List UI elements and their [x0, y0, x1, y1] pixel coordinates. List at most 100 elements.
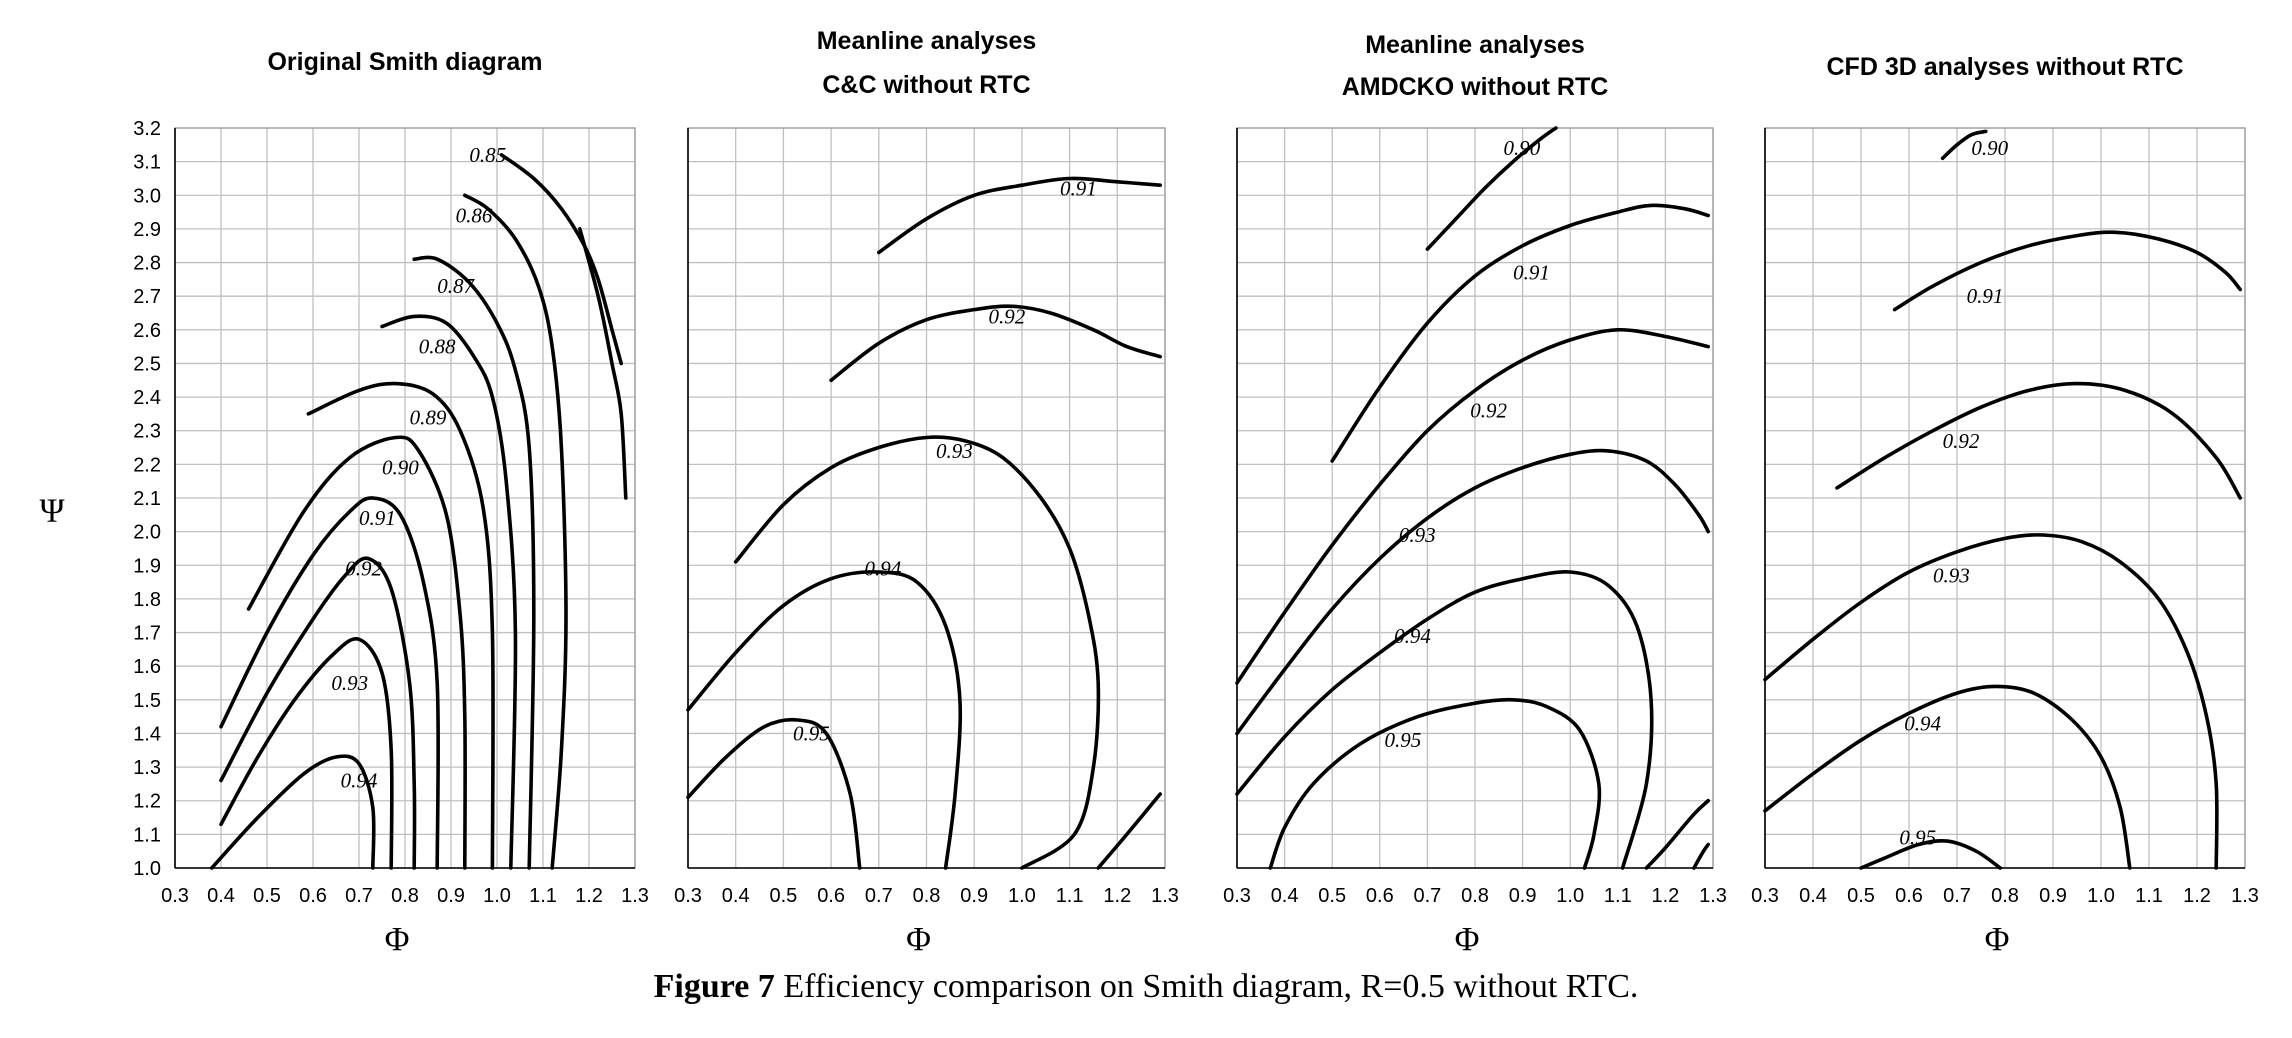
y-tick-label: 1.2: [133, 791, 161, 813]
x-tick-label: 0.5: [253, 885, 281, 907]
contour-line: [1235, 570, 1654, 870]
contour-lines: 0.95 0.94 0.93 0.92 0.91 0.90: [1763, 129, 2242, 870]
contour-label: 0.92: [989, 304, 1026, 328]
x-tick-label: 1.1: [1056, 885, 1084, 907]
figure-caption-label: Figure 7: [653, 968, 775, 1005]
figure-caption-text: Efficiency comparison on Smith diagram, …: [774, 968, 1639, 1005]
chart-panel-4: CFD 3D analyses without RTC 0.3 0.4 0.5 0.6 0…: [1751, 53, 2259, 958]
y-tick-label: 2.3: [133, 421, 161, 443]
grid: [174, 127, 636, 869]
contour-label: 0.90: [382, 456, 419, 480]
x-tick-label: 0.8: [391, 885, 419, 907]
x-tick-label: 0.6: [1895, 885, 1923, 907]
contour-label: 0.88: [419, 335, 456, 359]
contour-label: 0.93: [331, 671, 368, 695]
contour-line: [1235, 448, 1710, 736]
x-tick-label: 0.5: [769, 885, 797, 907]
contour-line: [1892, 230, 2242, 312]
x-tick-label: 1.0: [1008, 885, 1036, 907]
contour-line: [1330, 203, 1710, 463]
x-tick-label: 1.1: [529, 885, 557, 907]
contour-label: 0.94: [341, 769, 378, 793]
contour-label: 0.94: [1904, 711, 1941, 735]
chart-title: Meanline analyses: [1365, 31, 1585, 59]
chart-panel-3: Meanline analyses AMDCKO without RTC 0.3 0.…: [1223, 31, 1727, 958]
x-tick-label: 1.0: [2087, 885, 2115, 907]
contour-lines: 0.94 0.93 0.92 0.91 0.90 0.89 0.88 0.87 0.86 0.85: [210, 143, 628, 870]
contour-line: [1763, 684, 2132, 870]
x-tick-label: 0.5: [1318, 885, 1346, 907]
contour-label: 0.95: [1899, 826, 1936, 850]
x-tick-label: 1.0: [483, 885, 511, 907]
y-tick-label: 2.9: [133, 219, 161, 241]
x-tick-label: 0.8: [1461, 885, 1489, 907]
x-tick-label: 0.4: [1271, 885, 1299, 907]
x-tick-label: 0.6: [1366, 885, 1394, 907]
contour-line: [686, 570, 963, 870]
x-tick-label: 0.7: [865, 885, 893, 907]
y-axis-label: Ψ: [39, 492, 64, 529]
contour-label: 0.92: [1943, 429, 1980, 453]
y-tick-label: 2.1: [133, 488, 161, 510]
contour-line: [463, 193, 568, 870]
contour-label: 0.94: [864, 557, 901, 581]
x-tick-label: 0.4: [722, 885, 750, 907]
y-tick-label: 1.8: [133, 589, 161, 611]
contour-line: [1692, 842, 1710, 870]
y-tick-label: 1.5: [133, 690, 161, 712]
chart-title: Original Smith diagram: [267, 48, 542, 76]
x-tick-label: 0.6: [817, 885, 845, 907]
contour-label: 0.95: [793, 721, 830, 745]
x-tick-label: 0.9: [2039, 885, 2067, 907]
y-tick-label: 2.6: [133, 320, 161, 342]
x-tick-label: 1.3: [2231, 885, 2259, 907]
x-tick-label: 0.9: [1509, 885, 1537, 907]
x-axis-label: Φ: [906, 921, 931, 958]
x-tick-label: 0.8: [913, 885, 941, 907]
contour-line: [412, 255, 536, 870]
contour-lines: 0.95 0.94 0.93 0.92 0.91: [686, 177, 1162, 870]
contour-line: [829, 304, 1162, 383]
x-tick-label: 0.4: [207, 885, 235, 907]
contour-line: [499, 153, 623, 366]
x-tick-label: 0.7: [1413, 885, 1441, 907]
y-tick-label: 1.7: [133, 623, 161, 645]
y-tick-label: 2.7: [133, 286, 161, 308]
y-tick-label: 1.9: [133, 555, 161, 577]
contour-label: 0.92: [1470, 399, 1507, 423]
x-tick-label: 1.0: [1556, 885, 1584, 907]
contour-line: [1859, 838, 2002, 870]
x-tick-label: 0.3: [674, 885, 702, 907]
contour-line: [733, 435, 1101, 870]
y-tick-label: 3.0: [133, 185, 161, 207]
contour-label: 0.91: [1513, 261, 1550, 285]
contour-line: [1940, 129, 1988, 161]
x-tick-label: 1.3: [1699, 885, 1727, 907]
x-tick-label: 0.7: [345, 885, 373, 907]
x-tick-label: 1.1: [2135, 885, 2163, 907]
contour-label: 0.92: [345, 557, 382, 581]
contour-line: [1835, 381, 2242, 500]
chart-subtitle: C&C without RTC: [822, 71, 1030, 99]
contour-line: [380, 314, 518, 870]
contour-label: 0.93: [1399, 523, 1436, 547]
contour-line: [246, 435, 467, 870]
x-tick-label: 1.1: [1604, 885, 1632, 907]
y-tick-label: 2.5: [133, 353, 161, 375]
chart-subtitle: AMDCKO without RTC: [1342, 73, 1609, 101]
contour-label: 0.90: [1971, 136, 2008, 160]
contour-line: [1425, 126, 1558, 251]
contour-line: [1268, 697, 1602, 870]
contour-label: 0.86: [456, 203, 493, 227]
contour-label: 0.95: [1385, 728, 1422, 752]
x-tick-label: 0.9: [437, 885, 465, 907]
contour-label: 0.90: [1504, 136, 1541, 160]
y-tick-label: 1.4: [133, 723, 161, 745]
y-tick-label: 3.2: [133, 118, 161, 140]
contour-label: 0.93: [936, 439, 973, 463]
y-tick-label: 1.1: [133, 824, 161, 846]
contour-line: [210, 754, 376, 870]
x-tick-label: 0.4: [1799, 885, 1827, 907]
contour-line: [219, 556, 417, 870]
